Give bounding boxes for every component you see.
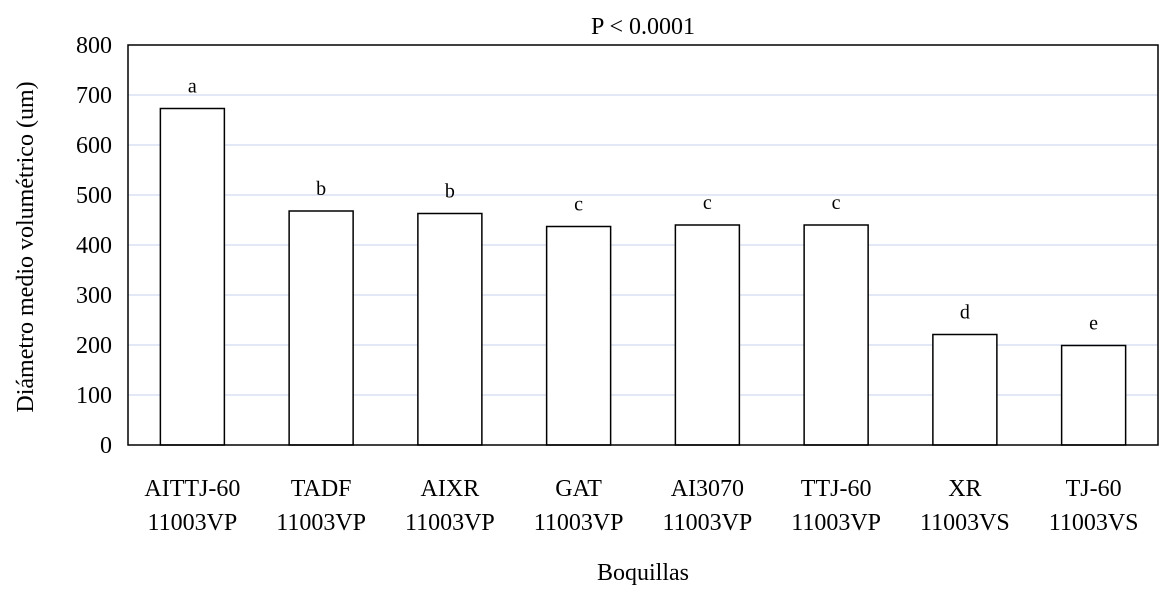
bar-data-label: c bbox=[703, 192, 712, 214]
bar-data-label: a bbox=[188, 76, 197, 98]
x-axis-title: Boquillas bbox=[597, 560, 689, 586]
y-tick-label: 300 bbox=[76, 283, 112, 309]
x-tick-label: AIXR bbox=[421, 476, 480, 502]
y-tick-label: 100 bbox=[76, 383, 112, 409]
x-tick-label: 11003VP bbox=[147, 510, 237, 536]
y-axis-title: Diámetro medio volumétrico (um) bbox=[13, 81, 39, 412]
bar-data-label: d bbox=[960, 302, 970, 324]
bar bbox=[1060, 344, 1127, 446]
y-tick-label: 400 bbox=[76, 233, 112, 259]
x-tick-label: 11003VP bbox=[534, 510, 624, 536]
x-tick-label: 11003VP bbox=[276, 510, 366, 536]
bar-data-label: b bbox=[316, 178, 326, 200]
bar bbox=[159, 107, 226, 446]
y-tick-label: 600 bbox=[76, 133, 112, 159]
y-tick-labels: 0 100 200 300 400 500 600 700 800 bbox=[76, 33, 112, 459]
x-tick-label: TADF bbox=[291, 476, 352, 502]
x-tick-label: 11003VP bbox=[405, 510, 495, 536]
bar-data-label: c bbox=[574, 194, 583, 216]
x-tick-label: AITTJ-60 bbox=[144, 476, 240, 502]
x-tick-label: AI3070 bbox=[671, 476, 744, 502]
bar-data-label: b bbox=[445, 181, 455, 203]
bar bbox=[545, 225, 612, 446]
bar bbox=[417, 212, 483, 446]
bar-data-label: e bbox=[1089, 313, 1098, 335]
x-tick-label: TJ-60 bbox=[1066, 476, 1122, 502]
x-tick-label: 11003VP bbox=[791, 510, 881, 536]
bar bbox=[803, 224, 869, 446]
x-tick-label: GAT bbox=[555, 476, 602, 502]
y-tick-label: 700 bbox=[76, 83, 112, 109]
x-tick-label: 11003VP bbox=[662, 510, 752, 536]
bar-data-label: c bbox=[832, 192, 841, 214]
bar bbox=[932, 333, 998, 446]
x-tick-labels: AITTJ-60 11003VP TADF 11003VP AIXR 11003VP GAT… bbox=[144, 476, 1138, 536]
x-tick-label: TTJ-60 bbox=[801, 476, 872, 502]
x-tick-label: XR bbox=[948, 476, 981, 502]
chart-title: P < 0.0001 bbox=[591, 14, 695, 40]
x-tick-label: 11003VS bbox=[1049, 510, 1139, 536]
y-tick-label: 500 bbox=[76, 183, 112, 209]
bar-letter-labels: a b b c c c d e bbox=[188, 76, 1098, 335]
bar bbox=[674, 224, 741, 446]
y-tick-label: 800 bbox=[76, 33, 112, 59]
y-tick-label: 0 bbox=[100, 433, 112, 459]
bar bbox=[288, 210, 354, 446]
x-tick-label: 11003VS bbox=[920, 510, 1010, 536]
y-tick-label: 200 bbox=[76, 333, 112, 359]
plot-frame bbox=[127, 44, 1159, 446]
